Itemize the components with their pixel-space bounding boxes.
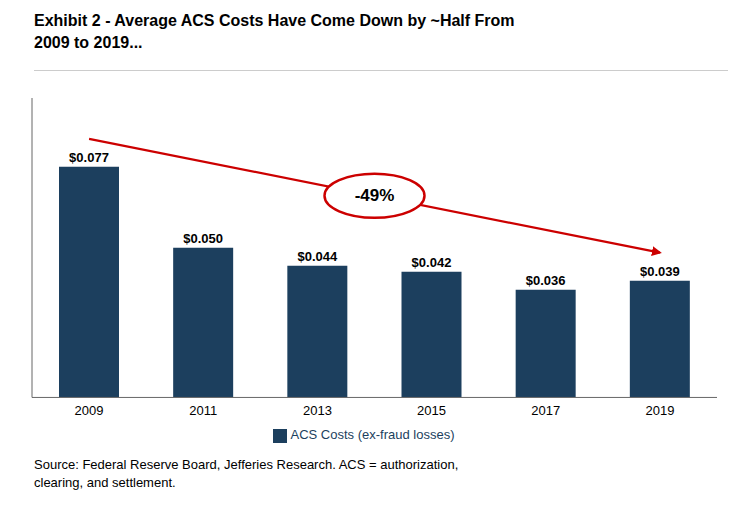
svg-text:-49%: -49% [355, 186, 395, 205]
svg-text:2017: 2017 [531, 403, 560, 418]
svg-text:2015: 2015 [417, 403, 446, 418]
svg-text:2019: 2019 [645, 403, 674, 418]
svg-text:2009: 2009 [75, 403, 104, 418]
html-text:ACS Costs (ex-fraud losses): ACS Costs (ex-fraud losses) [290, 427, 455, 443]
svg-text:$0.042: $0.042 [412, 255, 452, 270]
svg-text:$0.036: $0.036 [526, 273, 566, 288]
svg-text:$0.050: $0.050 [183, 231, 223, 246]
svg-text:$0.077: $0.077 [69, 150, 109, 165]
html-text:Source: Federal Reserve Board,: Source: Federal Reserve Board, Jefferies… [34, 457, 459, 490]
svg-text:$0.044: $0.044 [297, 249, 338, 264]
svg-text:2011: 2011 [189, 403, 217, 418]
svg-text:$0.039: $0.039 [640, 264, 680, 279]
svg-text:2013: 2013 [303, 403, 332, 418]
html-text:Exhibit 2 - Average ACS Costs: Exhibit 2 - Average ACS Costs Have Come … [34, 12, 515, 51]
